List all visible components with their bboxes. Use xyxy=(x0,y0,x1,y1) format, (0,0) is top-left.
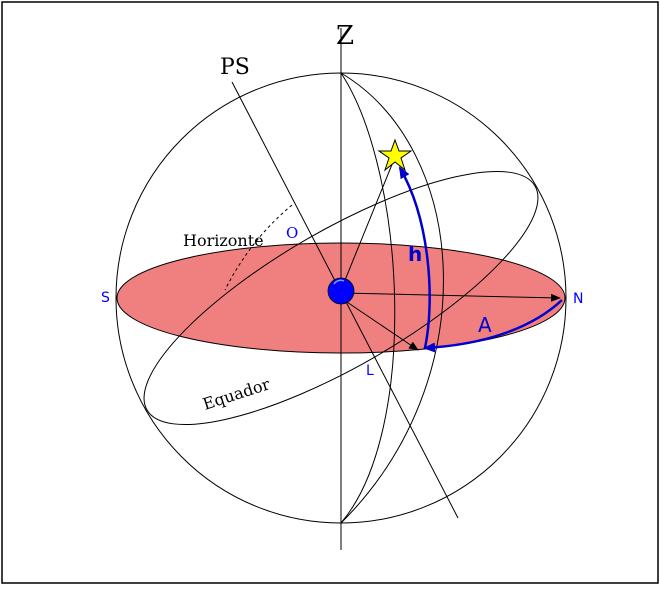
label-south: S xyxy=(101,290,110,306)
label-zenith: Z xyxy=(336,21,354,51)
label-azimuth: A xyxy=(478,313,492,337)
label-north: N xyxy=(573,291,583,307)
observer-dot xyxy=(328,278,354,304)
label-east: L xyxy=(366,363,374,379)
label-west: O xyxy=(286,224,298,242)
label-south-pole: PS xyxy=(220,55,250,80)
label-horizon: Horizonte xyxy=(183,231,264,250)
label-altitude: h xyxy=(408,242,422,266)
